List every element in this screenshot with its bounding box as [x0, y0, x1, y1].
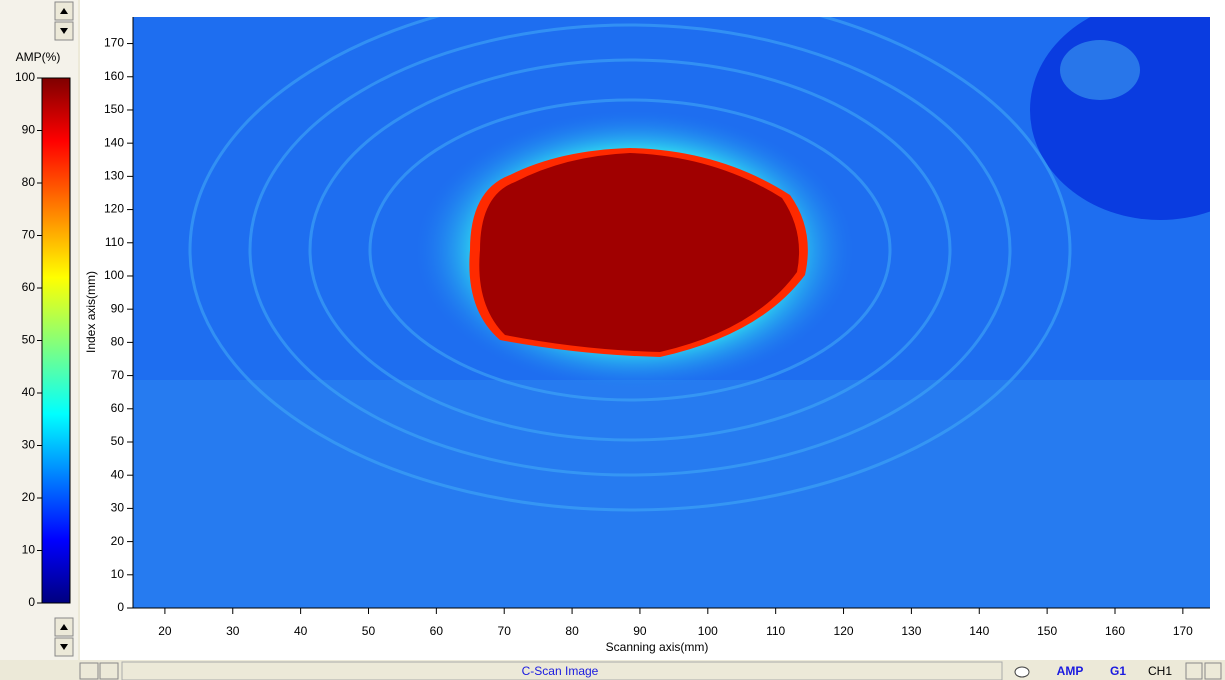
x-tick-label: 110	[766, 624, 785, 638]
y-tick-label: 150	[104, 102, 124, 116]
y-tick-label: 0	[117, 600, 124, 614]
x-tick-label: 120	[834, 624, 854, 638]
x-tick-label: 130	[901, 624, 921, 638]
y-axis-label: Index axis(mm)	[84, 271, 98, 353]
y-tick-label: 80	[111, 335, 125, 349]
status-title: C-Scan Image	[522, 664, 599, 678]
y-tick-label: 100	[104, 268, 124, 282]
status-icon[interactable]	[1014, 666, 1030, 678]
y-tick-label: 20	[111, 534, 125, 548]
x-tick-label: 140	[969, 624, 989, 638]
x-tick-label: 80	[565, 624, 579, 638]
y-tick-label: 140	[104, 135, 124, 149]
x-tick-label: 100	[698, 624, 718, 638]
status-gate[interactable]: G1	[1110, 664, 1126, 678]
scroll-right[interactable]	[99, 662, 119, 680]
channel-prev[interactable]	[1185, 662, 1203, 680]
y-tick-label: 30	[111, 501, 125, 515]
x-tick-label: 50	[362, 624, 376, 638]
colorbar-tick-label: 60	[22, 280, 36, 294]
colorbar	[41, 77, 71, 604]
y-tick-label: 60	[111, 401, 125, 415]
colorbar-tick-label: 100	[15, 70, 35, 84]
x-tick-label: 150	[1037, 624, 1057, 638]
status-title-pane	[121, 661, 1003, 680]
scroll-left[interactable]	[79, 662, 99, 680]
x-tick-label: 170	[1173, 624, 1193, 638]
colorbar-label: AMP(%)	[16, 50, 61, 64]
y-tick-label: 110	[105, 235, 124, 249]
status-mode[interactable]: AMP	[1057, 664, 1084, 678]
colorbar-tick-label: 70	[22, 228, 36, 242]
colorbar-tick-label: 80	[22, 175, 36, 189]
channel-next[interactable]	[1204, 662, 1222, 680]
colorbar-tick-label: 40	[22, 385, 36, 399]
y-tick-label: 120	[104, 202, 124, 216]
y-tick-label: 90	[111, 301, 125, 315]
x-axis-label: Scanning axis(mm)	[606, 640, 709, 654]
y-tick-label: 130	[104, 169, 124, 183]
y-tick-label: 70	[111, 368, 125, 382]
x-tick-label: 160	[1105, 624, 1125, 638]
colorbar-tick-label: 90	[22, 123, 36, 137]
x-tick-label: 70	[498, 624, 512, 638]
status-channel[interactable]: CH1	[1148, 664, 1172, 678]
colorbar-tick-label: 50	[22, 333, 36, 347]
y-tick-label: 50	[111, 434, 125, 448]
x-tick-label: 40	[294, 624, 308, 638]
x-tick-label: 60	[430, 624, 444, 638]
colorbar-tick-label: 20	[22, 490, 36, 504]
x-tick-label: 20	[158, 624, 172, 638]
colorbar-tick-label: 30	[22, 438, 36, 452]
x-tick-label: 30	[226, 624, 240, 638]
y-tick-label: 160	[104, 69, 124, 83]
y-tick-label: 10	[111, 567, 125, 581]
y-tick-label: 170	[104, 36, 124, 50]
colorbar-tick-label: 10	[22, 543, 36, 557]
c-scan-image	[133, 17, 1210, 608]
x-tick-label: 90	[633, 624, 647, 638]
colorbar-tick-label: 0	[28, 595, 35, 609]
y-tick-label: 40	[111, 467, 125, 481]
